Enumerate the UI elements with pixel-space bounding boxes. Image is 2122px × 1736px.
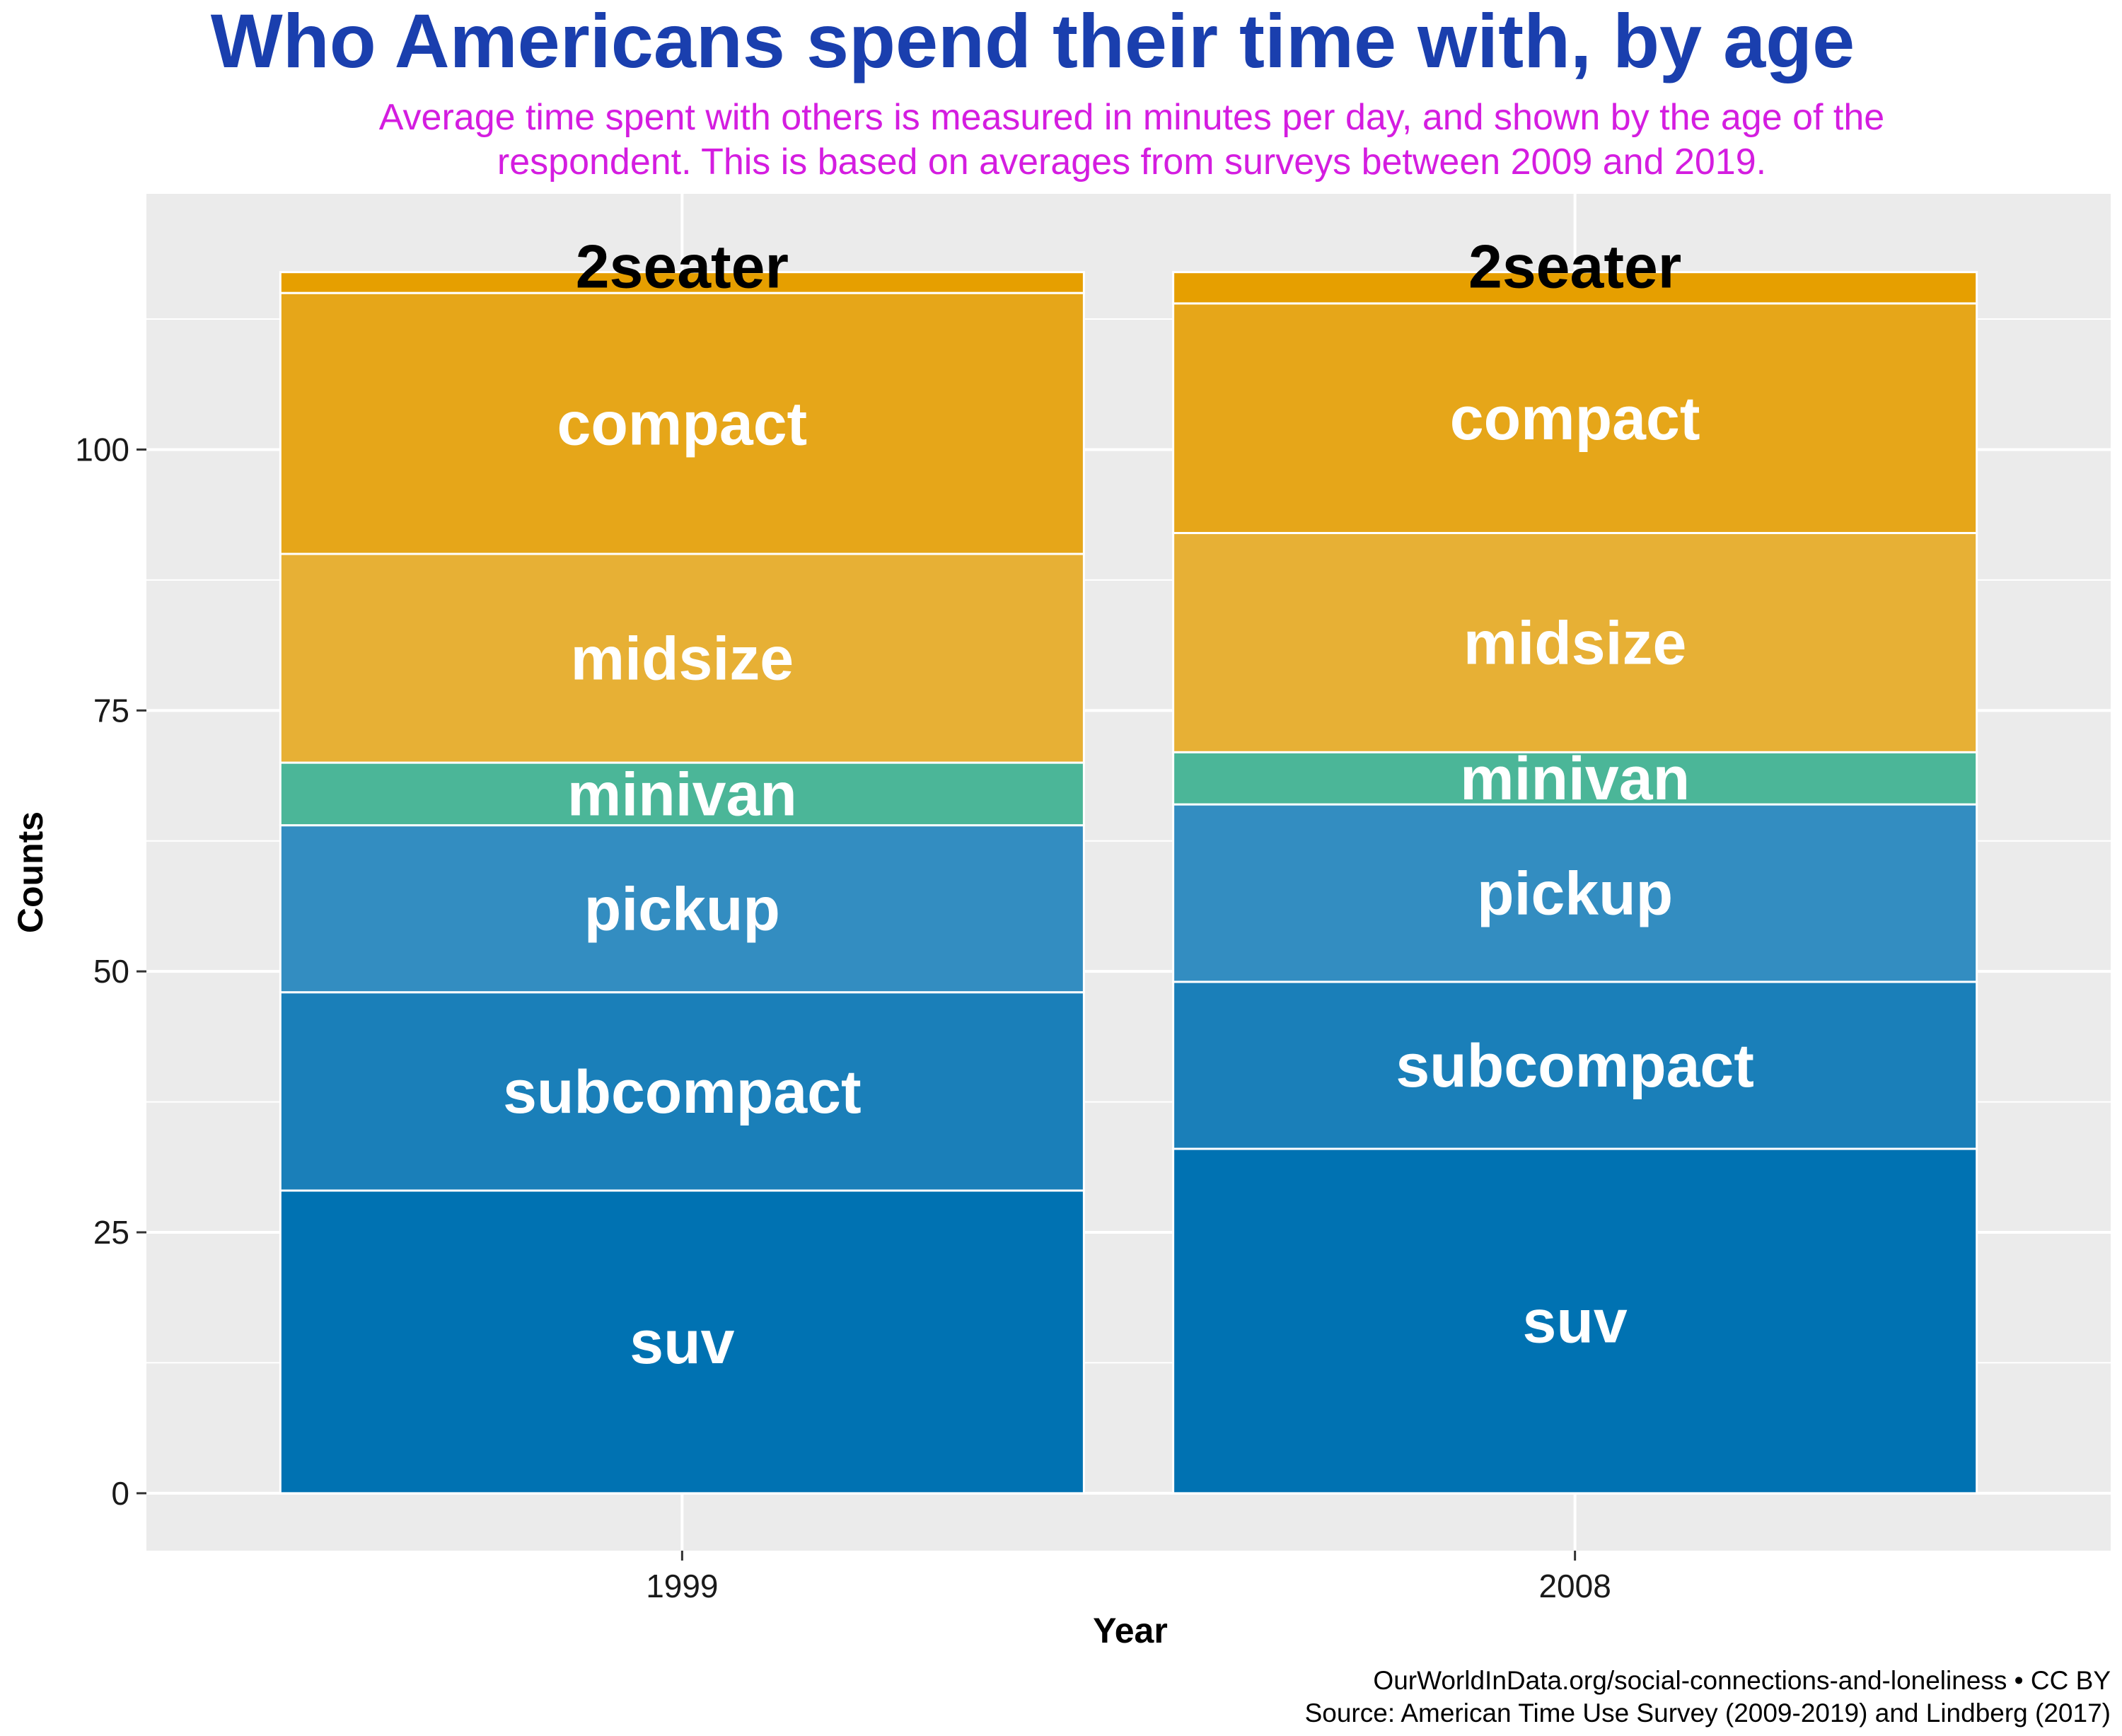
bar-segment-midsize-1999	[279, 552, 1085, 764]
segment-label-subcompact-1999: subcompact	[503, 1058, 862, 1126]
segment-label-midsize-1999: midsize	[571, 625, 794, 693]
bar-segment-compact-2008	[1172, 302, 1978, 534]
stacked-bars	[279, 271, 1978, 1495]
chart-subtitle-line-2: respondent. This is based on averages fr…	[497, 141, 1766, 183]
y-axis: 0 25 50 75 100	[75, 431, 146, 1512]
x-tick-label: 1999	[646, 1568, 718, 1604]
bar-segment-subcompact-2008	[1172, 980, 1978, 1150]
y-tick-label: 75	[93, 692, 129, 729]
bar-segment-minivan-2008	[1172, 751, 1978, 806]
segment-label-suv-2008: suv	[1523, 1287, 1628, 1355]
y-tick-label: 50	[93, 953, 129, 990]
y-tick-label: 0	[111, 1475, 129, 1512]
bar-segment-pickup-1999	[279, 824, 1085, 994]
segment-label-minivan-1999: minivan	[567, 760, 797, 828]
x-axis-title: Year	[1093, 1611, 1168, 1650]
bar-segment-midsize-2008	[1172, 532, 1978, 753]
bar-segment-pickup-2008	[1172, 803, 1978, 983]
segment-label-pickup-1999: pickup	[584, 876, 780, 944]
bar-segment-subcompact-1999	[279, 991, 1085, 1192]
caption-line-2: Source: American Time Use Survey (2009-2…	[1305, 1699, 2111, 1728]
segment-label-suv-1999: suv	[630, 1309, 734, 1377]
x-tick-label: 2008	[1538, 1568, 1611, 1604]
y-tick-label: 100	[75, 431, 129, 468]
chart-subtitle-line-1: Average time spent with others is measur…	[379, 97, 1884, 138]
y-axis-title: Counts	[11, 811, 50, 933]
bar-segment-2seater-1999	[279, 271, 1085, 294]
segment-label-pickup-2008: pickup	[1477, 860, 1673, 928]
bar-segment-compact-1999	[279, 291, 1085, 555]
segment-label-2seater-2008: 2seater	[1468, 233, 1681, 301]
bar-segment-suv-2008	[1172, 1147, 1978, 1495]
segment-label-midsize-2008: midsize	[1463, 609, 1686, 677]
segment-label-2seater-1999: 2seater	[576, 233, 789, 301]
segment-label-compact-1999: compact	[557, 390, 808, 458]
segment-label-minivan-2008: minivan	[1460, 745, 1690, 813]
bar-segment-minivan-1999	[279, 761, 1085, 827]
caption-line-1: OurWorldInData.org/social-connections-an…	[1373, 1666, 2111, 1695]
x-axis: 1999 2008	[646, 1551, 1611, 1604]
bar-segment-2seater-2008	[1172, 271, 1978, 305]
segment-label-compact-2008: compact	[1450, 385, 1700, 453]
segment-labels: suv subcompact pickup minivan midsize compact…	[503, 233, 1754, 1377]
chart-title: Who Americans spend their time with, by …	[211, 0, 1855, 83]
bar-segment-suv-1999	[279, 1189, 1085, 1495]
segment-label-subcompact-2008: subcompact	[1396, 1032, 1754, 1100]
y-tick-label: 25	[93, 1214, 129, 1251]
